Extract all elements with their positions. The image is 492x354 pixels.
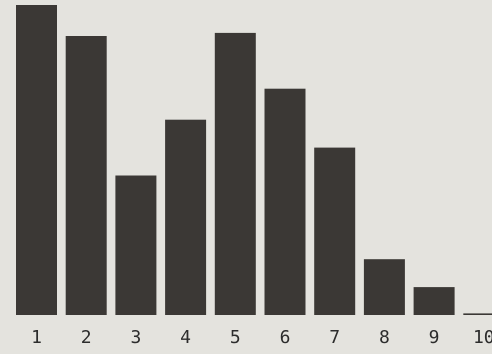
bar-9 — [413, 287, 455, 315]
bar-4 — [165, 119, 207, 315]
bar-8 — [363, 259, 405, 315]
bar-6 — [264, 88, 306, 315]
x-tick-label-2: 2 — [81, 327, 92, 348]
bar-3 — [115, 175, 157, 315]
x-tick-label-8: 8 — [379, 327, 390, 348]
x-tick-label-3: 3 — [130, 327, 141, 348]
bar-5 — [214, 32, 256, 316]
bar-2 — [65, 36, 107, 315]
bars-group — [16, 5, 492, 316]
bar-10 — [463, 313, 492, 315]
x-tick-label-5: 5 — [230, 327, 241, 348]
x-tick-label-1: 1 — [31, 327, 42, 348]
bar-7 — [314, 147, 356, 315]
x-tick-label-7: 7 — [329, 327, 340, 348]
x-tick-label-4: 4 — [180, 327, 191, 348]
bar-1 — [16, 5, 57, 315]
x-tick-label-10: 10 — [473, 327, 492, 348]
x-tick-labels-group: 1 2 3 4 5 6 7 8 9 10 — [31, 327, 492, 348]
x-tick-label-6: 6 — [280, 327, 291, 348]
x-tick-label-9: 9 — [429, 327, 440, 348]
